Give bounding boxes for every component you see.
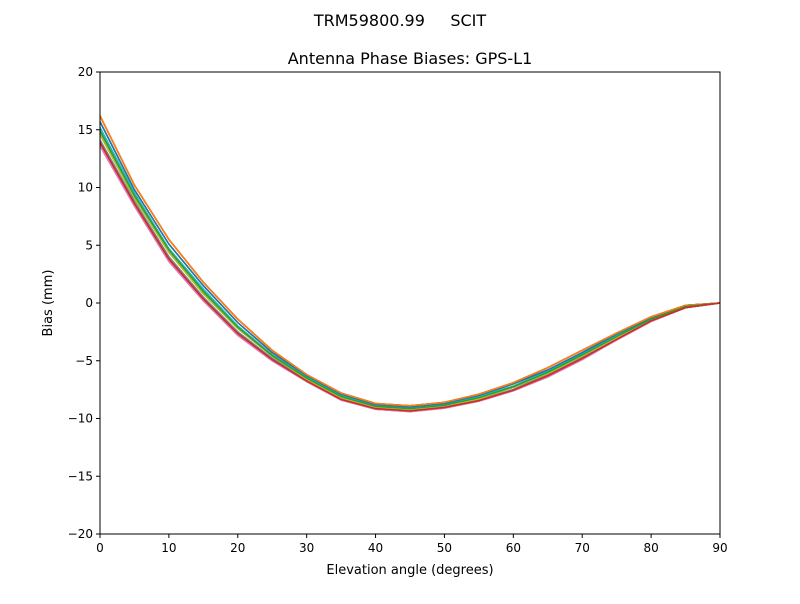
y-tick-label: −15	[68, 469, 93, 483]
x-tick-label: 80	[643, 541, 658, 555]
series-line	[99, 127, 721, 409]
series-line	[99, 134, 721, 411]
y-tick-label: −5	[75, 354, 93, 368]
y-tick-label: 15	[78, 123, 93, 137]
series-line	[99, 121, 721, 408]
x-axis-label: Elevation angle (degrees)	[326, 563, 493, 578]
series-line	[99, 139, 721, 412]
series-line	[99, 130, 721, 410]
y-tick-label: 20	[78, 65, 93, 79]
x-tick-label: 30	[299, 541, 314, 555]
chart-title: Antenna Phase Biases: GPS-L1	[288, 49, 533, 68]
y-tick-label: 5	[85, 238, 93, 252]
series-line	[99, 127, 721, 409]
x-tick-label: 10	[161, 541, 176, 555]
x-tick-label: 90	[712, 541, 727, 555]
series-line	[99, 121, 721, 408]
series-line	[99, 139, 721, 412]
x-tick-label: 20	[230, 541, 245, 555]
series-line	[99, 142, 721, 412]
x-axis-ticks: 0 10 20 30 40 50 60 70 80 90	[96, 534, 728, 555]
series-line	[99, 139, 721, 412]
y-axis-label: Bias (mm)	[41, 270, 56, 337]
y-tick-label: 10	[78, 181, 93, 195]
x-tick-label: 0	[96, 541, 104, 555]
series-line	[99, 115, 721, 407]
y-axis-ticks: −20 −15 −10 −5 0 5 10 15 20	[68, 65, 100, 541]
series-line	[99, 127, 721, 409]
x-tick-label: 40	[368, 541, 383, 555]
x-tick-label: 70	[575, 541, 590, 555]
series-line	[99, 134, 721, 411]
axes-frame	[99, 71, 721, 535]
series-line	[99, 115, 721, 407]
series-line	[99, 121, 721, 408]
series-line	[99, 115, 721, 407]
chart-suptitle: TRM59800.99 SCIT	[313, 11, 487, 30]
y-tick-label: −20	[68, 527, 93, 541]
series-line	[99, 134, 721, 411]
y-tick-label: −10	[68, 412, 93, 426]
x-tick-label: 50	[437, 541, 452, 555]
x-tick-label: 60	[506, 541, 521, 555]
y-tick-label: 0	[85, 296, 93, 310]
series-lines	[99, 115, 721, 413]
